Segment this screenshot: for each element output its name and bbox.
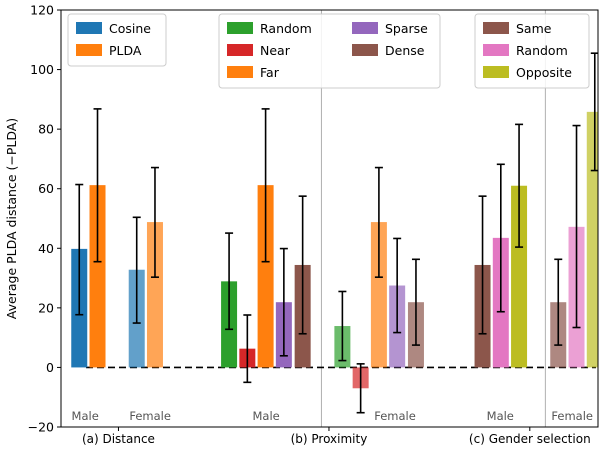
legend-item-gender-same: Same bbox=[483, 21, 552, 36]
legend-item-proximity-random: Random bbox=[227, 21, 312, 36]
y-tick-label: 40 bbox=[38, 241, 54, 256]
y-tick-label: 100 bbox=[30, 62, 54, 77]
legend-label: Opposite bbox=[516, 65, 572, 80]
legend-item-proximity-far: Far bbox=[227, 65, 280, 80]
error-bar-female-near bbox=[356, 363, 365, 414]
legend-label: Far bbox=[260, 65, 280, 80]
error-bar-female-random bbox=[572, 124, 581, 329]
legend-item-proximity-sparse: Sparse bbox=[352, 21, 428, 36]
x-tick-label-distance: (a) Distance bbox=[82, 432, 155, 446]
bar-c-gender-selection-female-opposite bbox=[586, 111, 598, 368]
plot-frame bbox=[60, 9, 599, 428]
legends: Cosine PLDA Random Near Far Sparse Dense Same Ra… bbox=[67, 13, 590, 89]
error-bar-male-far bbox=[261, 108, 270, 263]
error-bar-male-dense bbox=[298, 195, 307, 335]
legend-label: Sparse bbox=[385, 21, 428, 36]
bar-a-distance-female-plda bbox=[146, 222, 163, 368]
error-bar-male-near bbox=[243, 314, 252, 384]
legend-swatch bbox=[227, 66, 253, 78]
error-bar-male-sparse bbox=[279, 247, 288, 357]
gender-label-distance-male: Male bbox=[72, 409, 99, 423]
error-bar-female-far bbox=[374, 166, 383, 278]
bar-b-proximity-female-far bbox=[370, 222, 387, 368]
legend-label: Cosine bbox=[109, 21, 151, 36]
gender-label-proximity-male: Male bbox=[253, 409, 280, 423]
error-bar-male-plda bbox=[93, 108, 102, 263]
error-bars bbox=[75, 52, 598, 414]
error-bar-male-same bbox=[478, 195, 487, 335]
y-tick-label: −20 bbox=[28, 420, 54, 435]
x-tick-label-proximity: (b) Proximity bbox=[291, 432, 368, 446]
error-bar-female-random bbox=[338, 290, 347, 362]
bar-a-distance-male-plda bbox=[89, 185, 106, 368]
x-tick-label-gender: (c) Gender selection bbox=[469, 432, 591, 446]
error-bar-male-random bbox=[496, 163, 505, 313]
gender-labels: Male Female Male Female Male Female bbox=[72, 409, 593, 423]
legend-label: Dense bbox=[385, 43, 425, 58]
error-bar-male-random bbox=[225, 232, 234, 331]
error-bar-female-cosine bbox=[132, 216, 141, 324]
legend-swatch bbox=[352, 22, 378, 34]
error-bar-male-cosine bbox=[75, 183, 84, 316]
error-bar-female-same bbox=[554, 258, 563, 346]
y-tick-label: 0 bbox=[46, 360, 54, 375]
legend-swatch bbox=[76, 22, 102, 34]
legend-item-gender-random: Random bbox=[483, 43, 568, 58]
legend-swatch bbox=[483, 22, 509, 34]
legend-label: Near bbox=[260, 43, 291, 58]
legend-item-proximity-near: Near bbox=[227, 43, 291, 58]
y-tick-label: 20 bbox=[38, 300, 54, 315]
legend-item-distance-cosine: Cosine bbox=[76, 21, 151, 36]
legend-label: PLDA bbox=[109, 43, 142, 58]
legend-gender: Same Random Opposite bbox=[474, 13, 590, 89]
error-bar-female-dense bbox=[411, 258, 420, 346]
legend-label: Random bbox=[260, 21, 312, 36]
bar-b-proximity-male-far bbox=[257, 185, 274, 368]
legend-distance: Cosine PLDA bbox=[67, 13, 167, 67]
plot-area: Male Female Male Female Male Female Cosine PLD… bbox=[60, 9, 599, 428]
error-bar-female-plda bbox=[150, 166, 159, 278]
legend-proximity: Random Near Far Sparse Dense bbox=[218, 13, 441, 89]
bar-c-gender-selection-male-opposite bbox=[511, 185, 528, 368]
legend-item-proximity-dense: Dense bbox=[352, 43, 425, 58]
y-axis: −20 0 20 40 60 80 100 120 bbox=[28, 3, 61, 435]
x-axis: (a) Distance (b) Proximity (c) Gender sele… bbox=[82, 427, 591, 446]
error-bar-female-opposite bbox=[590, 52, 598, 172]
gender-label-gender-male: Male bbox=[487, 409, 514, 423]
y-axis-label: Average PLDA distance (−PLDA) bbox=[4, 118, 19, 319]
legend-swatch bbox=[483, 44, 509, 56]
legend-swatch bbox=[227, 22, 253, 34]
gender-label-proximity-female: Female bbox=[374, 409, 416, 423]
legend-item-distance-plda: PLDA bbox=[76, 43, 142, 58]
error-bar-male-opposite bbox=[515, 123, 524, 248]
legend-swatch bbox=[227, 44, 253, 56]
legend-swatch bbox=[483, 66, 509, 78]
legend-swatch bbox=[352, 44, 378, 56]
y-tick-label: 120 bbox=[30, 3, 54, 18]
legend-label: Random bbox=[516, 43, 568, 58]
legend-swatch bbox=[76, 44, 102, 56]
y-tick-label: 60 bbox=[38, 181, 54, 196]
gender-label-gender-female: Female bbox=[551, 409, 593, 423]
y-tick-label: 80 bbox=[38, 122, 54, 137]
legend-frame bbox=[218, 13, 441, 89]
error-bar-female-sparse bbox=[393, 237, 402, 334]
gender-label-distance-female: Female bbox=[129, 409, 171, 423]
legend-item-gender-opposite: Opposite bbox=[483, 65, 572, 80]
legend-label: Same bbox=[516, 21, 552, 36]
